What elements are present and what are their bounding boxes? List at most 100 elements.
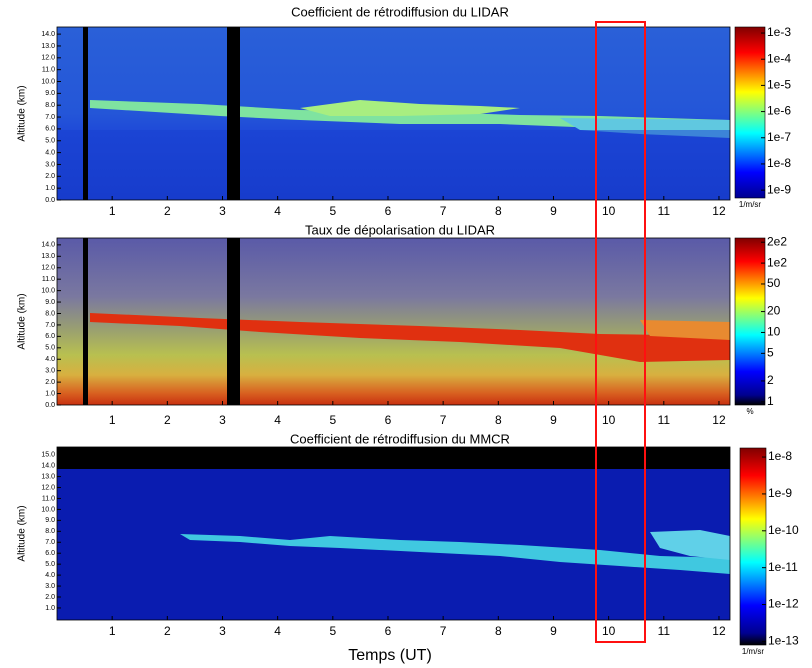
x-tick-label: 10	[602, 204, 616, 218]
y-tick-label: 2.0	[45, 379, 55, 386]
colorbar-tick-label: 1e-12	[768, 597, 799, 611]
x-tick-label: 5	[329, 413, 336, 427]
x-tick-label: 10	[602, 624, 616, 638]
y-tick-label: 14.0	[41, 31, 55, 38]
y-axis-label: Altitude (km)	[17, 85, 28, 141]
y-tick-label: 14.0	[41, 462, 55, 469]
y-tick-label: 1.0	[45, 185, 55, 192]
colorbar	[734, 237, 766, 406]
colorbar-tick-label: 1e-7	[767, 130, 791, 144]
y-tick-label: 14.0	[41, 242, 55, 249]
colorbar-tick-label: 1e-9	[767, 182, 791, 196]
y-axis-label: Altitude (km)	[17, 505, 28, 561]
x-tick-label: 5	[329, 204, 336, 218]
y-tick-label: 3.0	[45, 583, 55, 590]
x-tick-label: 7	[440, 413, 447, 427]
x-tick-label: 7	[440, 624, 447, 638]
y-tick-label: 5.0	[45, 138, 55, 145]
x-tick-label: 2	[164, 624, 171, 638]
x-tick-label: 9	[550, 624, 557, 638]
x-tick-label: 10	[602, 413, 616, 427]
y-tick-label: 9.0	[45, 90, 55, 97]
colorbar-tick-label: 2	[767, 373, 774, 387]
x-tick-label: 1	[109, 624, 116, 638]
x-tick-label: 11	[658, 624, 671, 638]
colorbar-tick-label: 1e-8	[767, 156, 791, 170]
colorbar-tick-label: 1e-5	[767, 78, 791, 92]
y-tick-label: 12.0	[41, 55, 55, 62]
x-tick-label: 4	[274, 624, 281, 638]
x-tick-label: 6	[385, 624, 392, 638]
y-tick-label: 0.0	[45, 197, 55, 204]
x-tick-label: 3	[219, 413, 226, 427]
colorbar-tick-label: 1e-8	[768, 449, 792, 463]
x-tick-label: 11	[658, 204, 671, 218]
x-tick-label: 12	[712, 413, 726, 427]
y-tick-label: 10.0	[41, 287, 55, 294]
x-axis-label: Temps (UT)	[348, 647, 432, 664]
x-tick-label: 9	[550, 413, 557, 427]
x-tick-label: 1	[109, 413, 116, 427]
y-tick-label: 8.0	[45, 102, 55, 109]
y-tick-label: 1.0	[45, 605, 55, 612]
chart-title: Coefficient de rétrodiffusion du MMCR	[290, 431, 510, 446]
y-tick-label: 13.0	[41, 473, 55, 480]
x-tick-label: 6	[385, 413, 392, 427]
y-tick-label: 2.0	[45, 173, 55, 180]
colorbar	[739, 447, 767, 646]
colorbar-tick-label: 1	[767, 394, 774, 408]
y-tick-label: 7.0	[45, 539, 55, 546]
x-tick-label: 6	[385, 204, 392, 218]
colorbar-tick-label: 2e2	[767, 234, 787, 248]
colorbar-tick-label: 1e-10	[768, 523, 799, 537]
colorbar-unit: 1/m/sr	[742, 647, 765, 656]
y-tick-label: 0.0	[45, 402, 55, 409]
y-tick-label: 13.0	[41, 43, 55, 50]
x-tick-label: 8	[495, 413, 502, 427]
colorbar-tick-label: 10	[767, 325, 781, 339]
x-tick-label: 9	[550, 204, 557, 218]
y-tick-label: 4.0	[45, 572, 55, 579]
x-tick-label: 2	[164, 413, 171, 427]
colorbar-tick-label: 1e2	[767, 255, 787, 269]
chart-title: Taux de dépolarisation du LIDAR	[305, 222, 495, 237]
y-tick-label: 5.0	[45, 561, 55, 568]
y-tick-label: 7.0	[45, 322, 55, 329]
y-tick-label: 10.0	[41, 506, 55, 513]
colorbar-tick-label: 1e-4	[767, 51, 791, 65]
x-tick-label: 2	[164, 204, 171, 218]
colorbar	[734, 26, 766, 199]
y-tick-label: 6.0	[45, 333, 55, 340]
colorbar-unit: %	[746, 407, 753, 416]
x-tick-label: 3	[219, 624, 226, 638]
colorbar-tick-label: 50	[767, 276, 781, 290]
y-tick-label: 4.0	[45, 149, 55, 156]
highlight-box	[595, 21, 646, 643]
x-tick-label: 12	[712, 204, 726, 218]
x-tick-label: 7	[440, 204, 447, 218]
x-tick-label: 1	[109, 204, 116, 218]
y-tick-label: 9.0	[45, 517, 55, 524]
y-tick-label: 11.0	[42, 495, 55, 502]
y-tick-label: 2.0	[45, 594, 55, 601]
x-tick-label: 4	[274, 413, 281, 427]
colorbar-tick-label: 1e-3	[767, 25, 791, 39]
x-tick-label: 8	[495, 204, 502, 218]
y-tick-label: 1.0	[45, 390, 55, 397]
colorbar-tick-label: 5	[767, 346, 774, 360]
colorbar-tick-label: 1e-9	[768, 486, 792, 500]
y-tick-label: 11.0	[42, 276, 55, 283]
colorbar-unit: 1/m/sr	[739, 200, 762, 209]
y-tick-label: 5.0	[45, 345, 55, 352]
y-tick-label: 12.0	[41, 265, 55, 272]
x-tick-label: 11	[658, 413, 671, 427]
x-tick-label: 12	[712, 624, 726, 638]
heatmap-image-3	[57, 447, 730, 620]
y-tick-label: 4.0	[45, 356, 55, 363]
colorbar-tick-label: 1e-11	[768, 560, 798, 574]
y-tick-label: 12.0	[41, 484, 55, 491]
y-tick-label: 6.0	[45, 126, 55, 133]
colorbar-tick-label: 20	[767, 304, 781, 318]
x-tick-label: 8	[495, 624, 502, 638]
